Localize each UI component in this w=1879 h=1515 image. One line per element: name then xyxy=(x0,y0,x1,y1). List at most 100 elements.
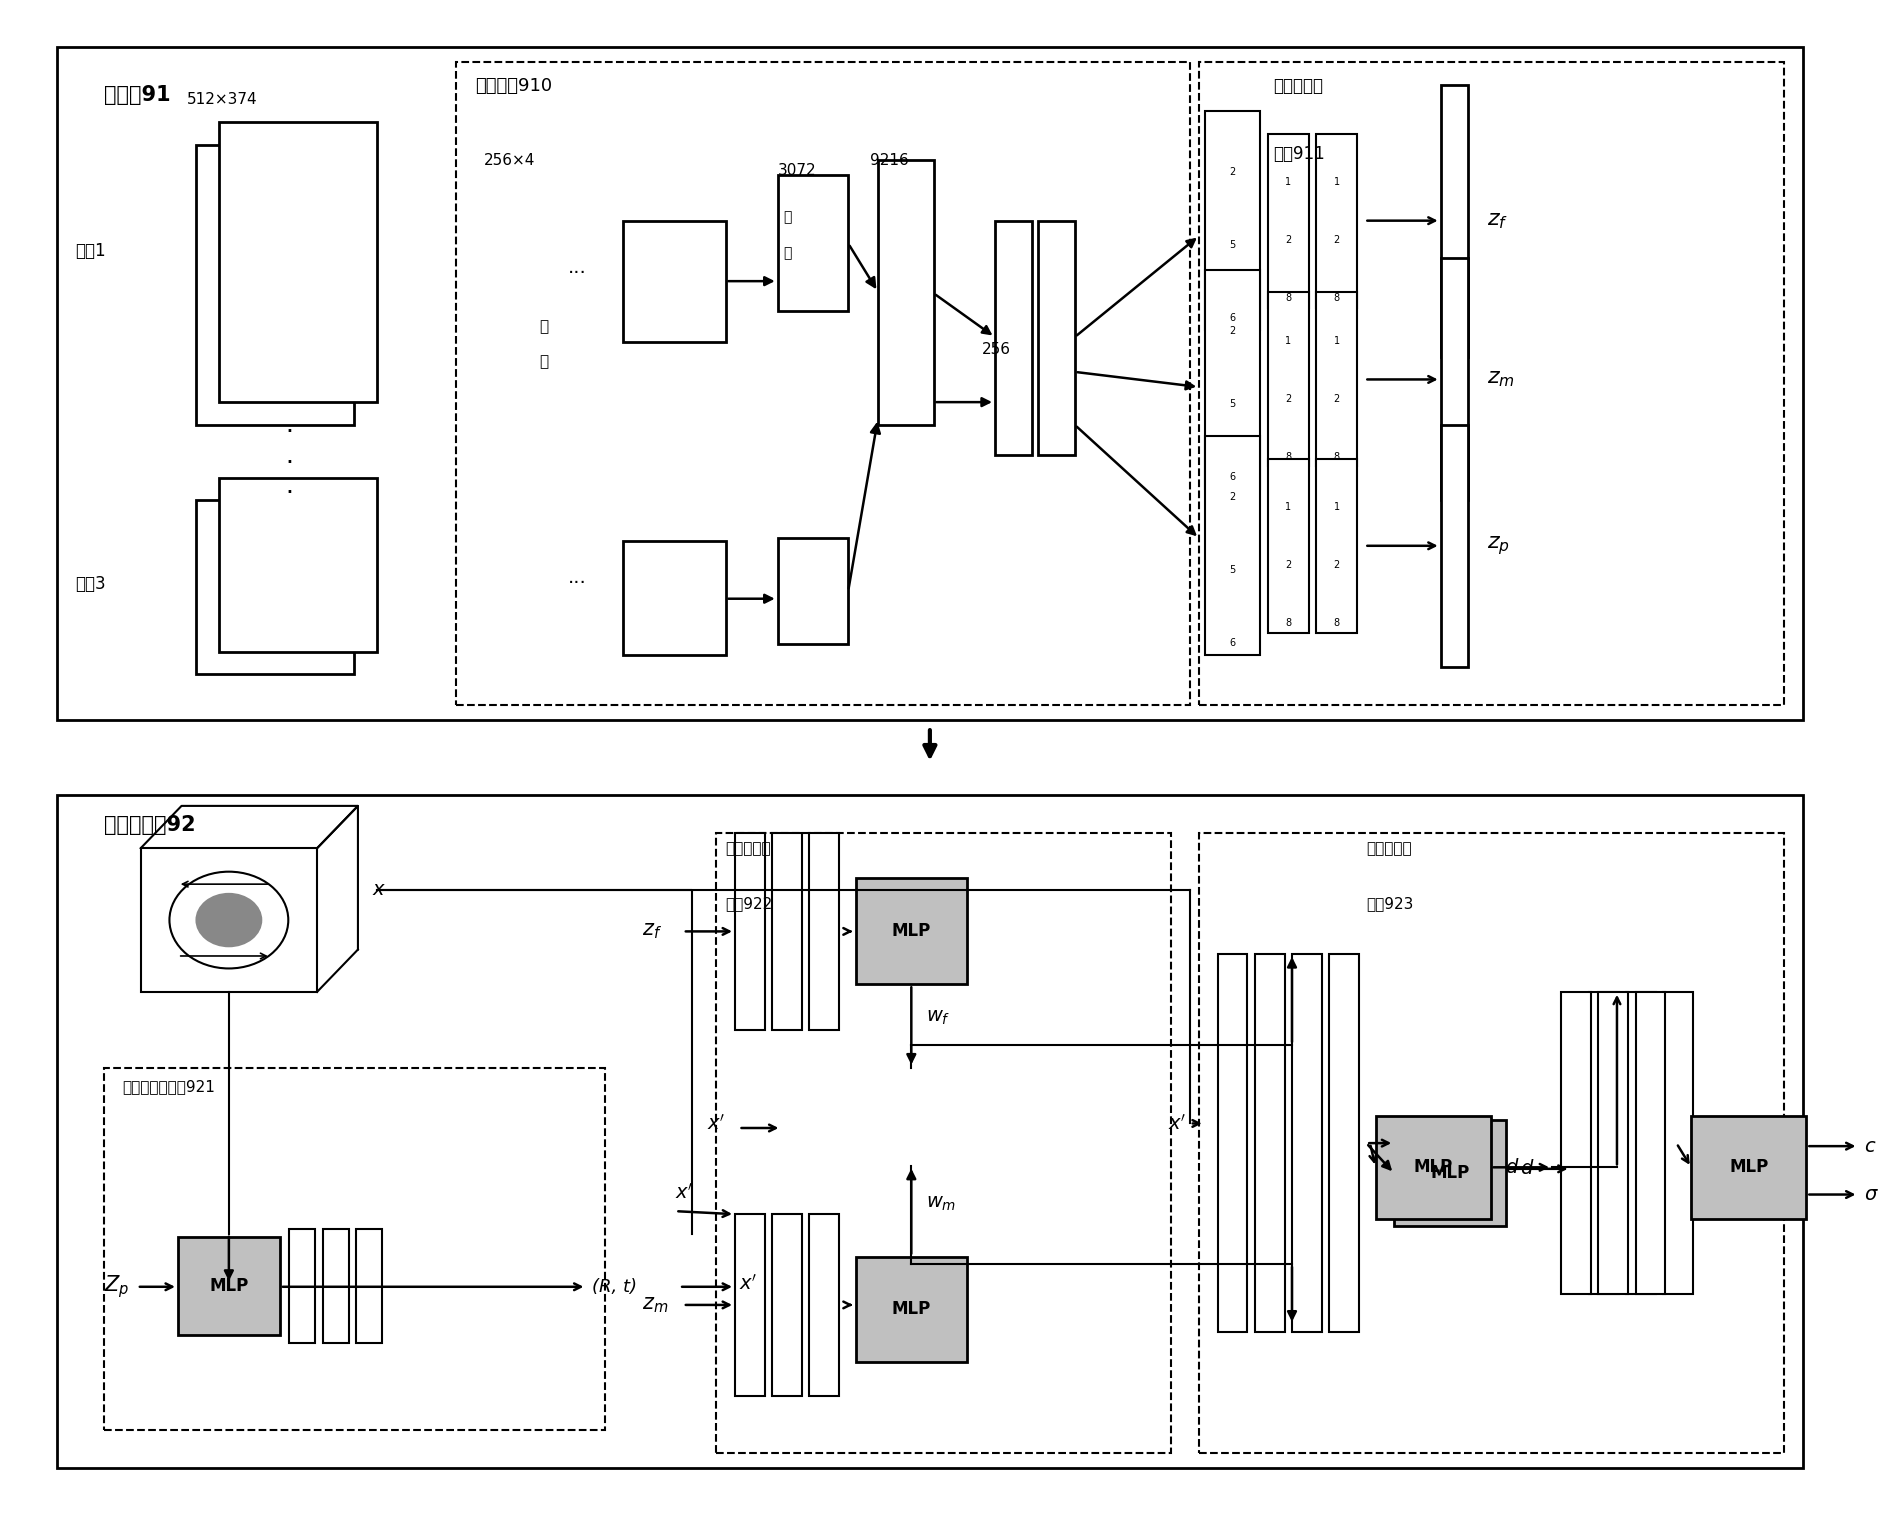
Bar xyxy=(772,833,802,1030)
Bar xyxy=(218,477,376,651)
Text: $x'$: $x'$ xyxy=(1167,1114,1186,1133)
Text: x: x xyxy=(372,880,385,900)
Text: 2: 2 xyxy=(1229,326,1236,336)
Text: 8: 8 xyxy=(1334,618,1340,629)
Text: 8: 8 xyxy=(1285,451,1291,462)
Bar xyxy=(1315,133,1357,308)
Text: 2: 2 xyxy=(1285,394,1291,405)
Text: 射场923: 射场923 xyxy=(1366,897,1413,912)
Text: 编码器91: 编码器91 xyxy=(103,85,171,105)
Text: 2: 2 xyxy=(1334,235,1340,245)
Text: MLP: MLP xyxy=(893,923,930,941)
Text: $Z_p$: $Z_p$ xyxy=(103,1274,130,1300)
Bar xyxy=(1441,424,1467,667)
Text: 1: 1 xyxy=(1285,501,1291,512)
Text: (R, t): (R, t) xyxy=(592,1277,637,1295)
Bar xyxy=(1204,436,1261,656)
Text: 6: 6 xyxy=(1229,638,1236,648)
Bar xyxy=(179,1236,280,1335)
Bar xyxy=(56,795,1802,1468)
Text: $x'$: $x'$ xyxy=(707,1114,725,1133)
Text: 2: 2 xyxy=(1285,235,1291,245)
Text: 卷: 卷 xyxy=(539,320,549,333)
Bar xyxy=(323,1229,349,1342)
Bar xyxy=(855,1256,968,1362)
Bar xyxy=(1268,459,1308,633)
Bar xyxy=(624,541,725,654)
Bar xyxy=(218,123,376,401)
Text: 256: 256 xyxy=(983,342,1011,356)
Bar xyxy=(1218,954,1248,1332)
Circle shape xyxy=(195,892,263,947)
Bar xyxy=(1625,992,1655,1294)
Text: $\sigma$: $\sigma$ xyxy=(1864,1185,1879,1204)
Text: 512×374: 512×374 xyxy=(188,92,257,108)
Text: 256×4: 256×4 xyxy=(485,153,536,168)
Bar xyxy=(1328,954,1359,1332)
Text: 图像3: 图像3 xyxy=(75,574,107,592)
Bar xyxy=(778,176,847,312)
Text: 2: 2 xyxy=(1229,167,1236,177)
Bar xyxy=(141,848,318,992)
Text: ·: · xyxy=(286,420,293,444)
Text: 渲染神经辐: 渲染神经辐 xyxy=(1366,841,1411,856)
Text: 2: 2 xyxy=(1229,492,1236,501)
Bar xyxy=(1590,992,1620,1294)
Bar xyxy=(1441,85,1467,356)
Text: MLP: MLP xyxy=(1413,1159,1452,1176)
Bar xyxy=(735,833,765,1030)
Text: 编码网络910: 编码网络910 xyxy=(475,77,552,95)
Text: 动作神经辐射场921: 动作神经辐射场921 xyxy=(122,1080,214,1095)
Bar xyxy=(56,47,1802,720)
Text: 2: 2 xyxy=(1334,561,1340,570)
Text: 5: 5 xyxy=(1229,239,1236,250)
Text: 9216: 9216 xyxy=(870,153,909,168)
Text: 射场911: 射场911 xyxy=(1274,145,1325,164)
Text: $z_m$: $z_m$ xyxy=(1486,370,1514,389)
Bar xyxy=(1199,62,1783,704)
Bar xyxy=(197,500,355,674)
Bar xyxy=(1663,992,1693,1294)
Bar xyxy=(1037,221,1075,454)
Bar xyxy=(1599,992,1627,1294)
Text: 1: 1 xyxy=(1334,336,1340,345)
Bar xyxy=(1268,292,1308,467)
Text: 1: 1 xyxy=(1285,336,1291,345)
Text: $x'$: $x'$ xyxy=(738,1274,757,1294)
Bar xyxy=(197,145,355,424)
Bar xyxy=(1255,954,1285,1332)
Text: 2: 2 xyxy=(1285,561,1291,570)
Text: 重: 重 xyxy=(784,211,791,224)
Bar xyxy=(357,1229,381,1342)
Bar xyxy=(103,1068,605,1430)
Text: 5: 5 xyxy=(1229,398,1236,409)
Text: $z_m$: $z_m$ xyxy=(643,1295,669,1315)
Text: 塑: 塑 xyxy=(784,247,791,261)
Text: 3072: 3072 xyxy=(778,164,815,179)
Text: 图像1: 图像1 xyxy=(75,242,107,261)
Text: d: d xyxy=(1520,1159,1533,1179)
Bar xyxy=(810,1214,838,1395)
Text: 1: 1 xyxy=(1285,177,1291,186)
Bar xyxy=(1561,992,1592,1294)
Bar xyxy=(1293,954,1321,1332)
Text: $w_f$: $w_f$ xyxy=(926,1007,951,1027)
Text: c: c xyxy=(1864,1136,1875,1156)
Bar xyxy=(1199,833,1783,1453)
Text: ···: ··· xyxy=(567,574,586,592)
Bar xyxy=(457,62,1189,704)
Text: 1: 1 xyxy=(1334,501,1340,512)
Text: MLP: MLP xyxy=(209,1277,248,1295)
Bar xyxy=(1635,992,1665,1294)
Text: $z_f$: $z_f$ xyxy=(1486,211,1509,230)
Text: 8: 8 xyxy=(1285,292,1291,303)
Bar xyxy=(994,221,1032,454)
Text: 5: 5 xyxy=(1229,565,1236,576)
Text: 2: 2 xyxy=(1334,394,1340,405)
Bar xyxy=(778,538,847,644)
Text: ···: ··· xyxy=(567,264,586,283)
Text: 解耦神经辐: 解耦神经辐 xyxy=(1274,77,1323,95)
Text: $z_f$: $z_f$ xyxy=(643,921,661,941)
Text: 6: 6 xyxy=(1229,314,1236,323)
Bar xyxy=(810,833,838,1030)
